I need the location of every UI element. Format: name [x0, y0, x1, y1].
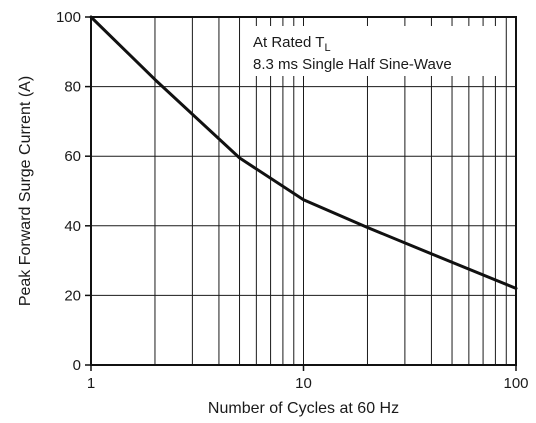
y-tick-label: 60 — [64, 148, 81, 165]
annotation-line-1: At Rated TL — [253, 34, 331, 54]
y-tick-labels: 0 20 40 60 80 100 — [56, 9, 91, 374]
x-tick-label: 100 — [503, 375, 528, 392]
annotation-background — [247, 26, 505, 76]
y-tick-label: 80 — [64, 79, 81, 96]
y-tick-label: 100 — [56, 9, 81, 26]
x-tick-label: 10 — [295, 375, 312, 392]
x-tick-label: 1 — [87, 375, 95, 392]
x-axis-label: Number of Cycles at 60 Hz — [208, 400, 399, 417]
y-axis-label: Peak Forward Surge Current (A) — [17, 76, 34, 306]
y-tick-label: 40 — [64, 218, 81, 235]
series-group — [89, 15, 518, 290]
y-tick-label: 0 — [73, 357, 81, 374]
annotation-box: At Rated TL 8.3 ms Single Half Sine-Wave — [247, 26, 505, 76]
annotation-subscript: L — [324, 42, 330, 54]
x-tick-labels: 1 10 100 — [87, 365, 529, 392]
surge-current-line — [89, 15, 518, 290]
annotation-line-1-text: At Rated T — [253, 34, 324, 51]
y-tick-label: 20 — [64, 287, 81, 304]
annotation-line-2: 8.3 ms Single Half Sine-Wave — [253, 56, 452, 73]
